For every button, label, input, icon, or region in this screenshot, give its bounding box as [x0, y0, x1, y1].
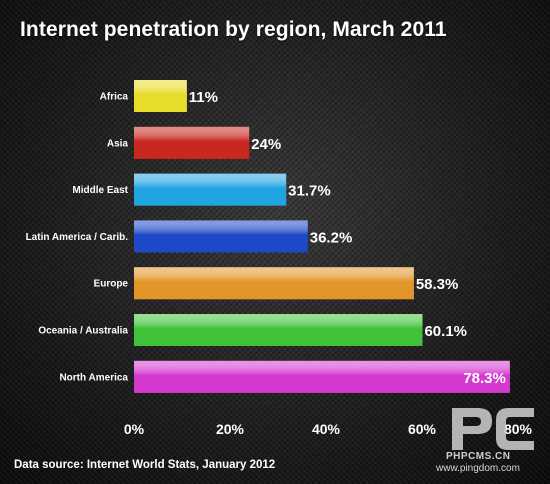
- value-label-oceania-australia: 60.1%: [424, 323, 467, 340]
- category-label-north-america: North America: [59, 372, 128, 383]
- bar-north-america: [134, 360, 510, 393]
- category-labels: Africa Asia Middle East Latin America / Car…: [26, 92, 129, 384]
- bar-africa: [134, 80, 187, 112]
- category-label-europe: Europe: [94, 279, 129, 290]
- x-tick-label: 80%: [504, 421, 533, 437]
- category-label-africa: Africa: [100, 92, 129, 103]
- chart-title: Internet penetration by region, March 20…: [20, 18, 447, 41]
- phpcms-logo-watermark: [452, 408, 534, 450]
- value-labels: 11% 24% 31.7% 36.2% 58.3% 60.1% 78.3%: [189, 89, 506, 387]
- value-label-europe: 58.3%: [416, 276, 459, 293]
- category-label-oceania-australia: Oceania / Australia: [38, 326, 128, 337]
- watermark-site: PHPCMS.CN: [446, 451, 511, 462]
- bar-oceania-australia: [134, 314, 423, 346]
- bar-europe: [134, 267, 414, 300]
- credit-url: www.pingdom.com: [436, 463, 520, 474]
- category-label-middle-east: Middle East: [72, 185, 128, 196]
- bar-asia: [134, 126, 250, 159]
- bar-middle-east: [134, 173, 287, 206]
- data-source-note: Data source: Internet World Stats, Janua…: [14, 459, 276, 471]
- bars-group: [134, 80, 510, 393]
- x-tick-label: 20%: [216, 421, 245, 437]
- category-label-latin-america-carib: Latin America / Carib.: [26, 232, 129, 243]
- value-label-north-america: 78.3%: [463, 370, 506, 387]
- x-axis-ticks: 0% 20% 40% 60% 80%: [124, 421, 533, 437]
- x-tick-label: 40%: [312, 421, 341, 437]
- x-tick-label: 60%: [408, 421, 437, 437]
- value-label-latin-america-carib: 36.2%: [310, 229, 353, 246]
- bar-latin-america-carib: [134, 220, 308, 253]
- value-label-africa: 11%: [189, 89, 218, 106]
- value-label-asia: 24%: [251, 136, 281, 153]
- category-label-asia: Asia: [107, 138, 129, 149]
- value-label-middle-east: 31.7%: [288, 183, 331, 200]
- x-tick-label: 0%: [124, 421, 145, 437]
